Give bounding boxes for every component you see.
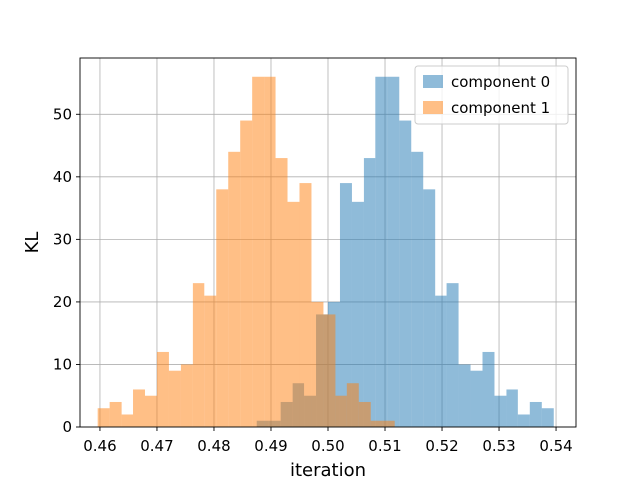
histogram-bar [382,420,395,427]
x-tick-label: 0.49 [254,437,287,455]
histogram-bar [446,283,459,427]
histogram-bar [311,301,324,427]
x-tick-label: 0.48 [197,437,230,455]
y-axis-label: KL [22,232,43,254]
histogram-bar [299,183,312,427]
histogram-bar [370,420,383,427]
histogram-bar [121,414,134,427]
histogram-bar [144,395,157,427]
histogram-bar [351,201,364,427]
histogram-bar [323,314,336,427]
x-tick-label: 0.54 [539,437,572,455]
histogram-bars [97,76,554,428]
y-tick-label: 40 [53,168,72,186]
legend: component 0 component 1 [414,65,569,125]
histogram-bar [192,283,205,427]
histogram-bar [506,389,518,427]
histogram-bar [97,408,110,427]
y-tick-label: 10 [53,355,72,373]
histogram-bar [470,370,483,427]
legend-swatch [423,101,443,114]
histogram-bar [363,158,376,427]
histogram-bar [109,401,122,427]
histogram-bar [482,351,495,427]
histogram-bar [335,395,347,427]
legend-label: component 0 [451,73,550,91]
x-axis-label: iteration [290,460,366,480]
x-tick-label: 0.47 [140,437,173,455]
histogram-bar [435,295,447,427]
histogram-bar [156,351,169,427]
histogram-bar [517,414,530,427]
histogram-bar [387,76,400,428]
y-tick-label: 50 [53,105,72,123]
histogram-bar [346,383,359,427]
histogram-bar [375,76,388,428]
histogram-bar [423,189,436,427]
histogram-bar [216,189,229,427]
histogram-bar [204,295,217,427]
y-tick-label: 30 [53,230,72,248]
histogram-bar [252,76,265,428]
histogram-bar [399,120,412,428]
histogram-bar [287,201,300,427]
histogram-bar [168,370,181,427]
histogram-bar [529,401,542,427]
histogram-bar [411,151,424,428]
y-tick-label: 20 [53,293,72,311]
x-tick-label: 0.50 [311,437,344,455]
histogram-bar [228,151,241,428]
legend-swatch [423,75,443,88]
histogram-bar [275,158,288,427]
histogram-bar [339,183,352,427]
legend-label: component 1 [451,99,550,117]
histogram-bar [494,395,507,427]
x-tick-label: 0.53 [482,437,515,455]
histogram-bar [240,120,253,428]
histogram-bar [358,401,371,427]
histogram-bar [180,364,193,427]
y-tick-label: 0 [62,418,72,436]
series-1-bars [97,76,395,428]
axis-ticks: 0.46 0.47 0.48 0.49 0.50 0.51 0.52 0.53 0.54 0 10 2… [53,105,573,455]
histogram-bar [541,408,554,427]
x-tick-label: 0.46 [83,437,116,455]
histogram-bar [133,389,145,427]
histogram-bar [458,364,471,427]
x-tick-label: 0.51 [368,437,401,455]
legend-box [414,65,569,125]
x-tick-label: 0.52 [425,437,458,455]
histogram-bar [264,76,276,428]
